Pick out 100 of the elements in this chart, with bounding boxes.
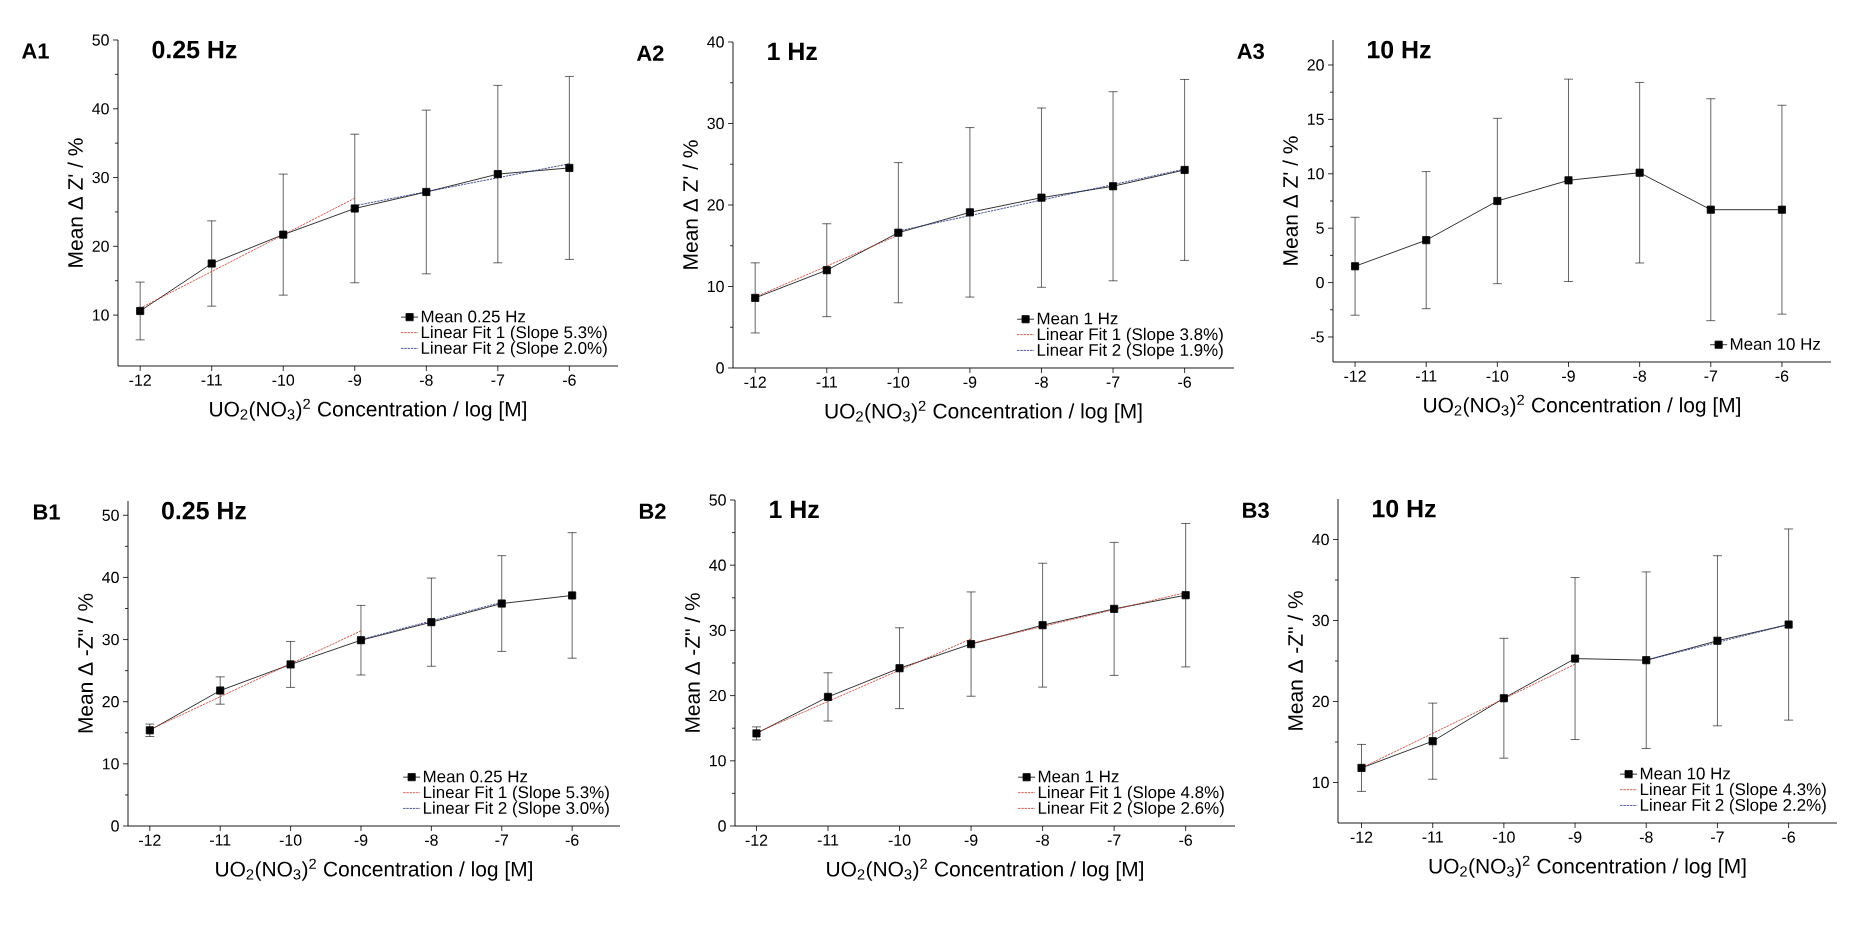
- text: A1: [22, 43, 49, 59]
- y-tick-label: 20: [1307, 59, 1324, 71]
- text: B2: [639, 503, 666, 519]
- point: [751, 293, 760, 302]
- y-axis-title: Mean Δ -Z" / %: [1287, 591, 1303, 730]
- point: [1564, 176, 1573, 185]
- y-tick-label: -5: [1311, 331, 1324, 343]
- y-tick-label: 50: [92, 34, 109, 46]
- y-tick-label: 20: [92, 240, 109, 252]
- y-tick-label: 40: [102, 571, 119, 584]
- x-tick-label: -7: [495, 834, 509, 846]
- point: [895, 664, 904, 673]
- y-axis-title: Mean Δ Z' / %: [682, 140, 698, 269]
- point: [356, 636, 365, 645]
- legend-label: Mean 1 Hz: [1037, 312, 1118, 325]
- y-tick-label: 30: [102, 633, 119, 646]
- x-tick-label: -9: [1568, 831, 1582, 843]
- x-tick-label: -8: [1035, 376, 1048, 388]
- legend-label: Mean 10 Hz: [1640, 767, 1730, 780]
- point: [1422, 236, 1431, 245]
- point: [1571, 654, 1580, 663]
- x-tick-label: -11: [209, 834, 231, 846]
- chart-title: 1 Hz: [768, 42, 817, 60]
- point: [1428, 737, 1437, 746]
- x-axis-title: UO$_{2}$(NO$_{3}$)$^{2}$ Concentration / log [M]: [1429, 855, 1746, 878]
- x-axis-title: UO$_{2}$(NO$_{3}$)$^{2}$ Concentration / log [M]: [825, 400, 1142, 423]
- legend-label: Mean 1 Hz: [1038, 770, 1119, 783]
- x-tick-label: -12: [129, 374, 151, 386]
- chart-title: 0.25 Hz: [162, 501, 246, 520]
- y-axis-title: Mean Δ -Z" / %: [684, 593, 700, 732]
- text: B3: [1243, 502, 1269, 519]
- y-tick-label: 15: [1307, 113, 1324, 125]
- legend-label: Linear Fit 1 (Slope 3.8%): [1037, 327, 1223, 344]
- y-tick-label: 50: [102, 509, 119, 521]
- y-tick-label: 30: [1312, 614, 1329, 627]
- point: [497, 599, 506, 608]
- legend-label: Mean 10 Hz: [1730, 338, 1820, 351]
- y-tick-label: 10: [707, 280, 724, 293]
- point: [568, 591, 577, 600]
- x-tick-label: -10: [888, 834, 911, 846]
- point: [894, 228, 903, 237]
- y-tick-label: 20: [102, 696, 119, 708]
- y-tick-label: 10: [709, 755, 726, 767]
- x-tick-label: -10: [279, 834, 302, 846]
- point: [1706, 205, 1715, 214]
- point: [1642, 656, 1651, 665]
- legend-label: Mean 0.25 Hz: [421, 310, 526, 323]
- point: [1110, 604, 1119, 613]
- legend-label: Linear Fit 1 (Slope 4.3%): [1640, 782, 1826, 799]
- x-tick-label: -11: [201, 374, 222, 386]
- point: [422, 187, 431, 196]
- point: [216, 686, 225, 695]
- y-tick-label: 5: [1316, 222, 1324, 234]
- y-tick-label: 20: [709, 689, 726, 702]
- y-tick-label: 10: [92, 309, 109, 321]
- x-tick-label: -7: [1711, 831, 1724, 843]
- y-tick-label: 40: [707, 36, 724, 48]
- point: [967, 640, 976, 649]
- x-tick-label: -6: [562, 374, 576, 386]
- point: [1180, 165, 1189, 174]
- y-tick-label: 30: [709, 624, 726, 637]
- x-tick-label: -10: [1486, 370, 1509, 382]
- y-axis-title: Mean Δ -Z" / %: [77, 593, 93, 733]
- x-tick-label: -11: [816, 376, 837, 388]
- point: [565, 163, 574, 172]
- y-tick-label: 10: [1312, 776, 1329, 789]
- text: A3: [1237, 43, 1264, 60]
- x-axis-title: UO$_{2}$(NO$_{3}$)$^{2}$ Concentration / log [M]: [210, 398, 526, 421]
- point: [207, 259, 216, 268]
- legend-label: Linear Fit 1 (Slope 5.3%): [421, 325, 607, 342]
- y-tick-label: 20: [707, 199, 724, 211]
- y-axis-title: Mean Δ Z' / %: [67, 138, 83, 267]
- point: [1357, 763, 1366, 772]
- point: [965, 208, 974, 217]
- legend-label: Linear Fit 2 (Slope 2.0%): [421, 341, 607, 358]
- x-tick-label: -12: [1350, 831, 1373, 843]
- x-tick-label: -7: [1106, 376, 1120, 388]
- legend-label: Linear Fit 2 (Slope 2.2%): [1640, 798, 1826, 815]
- x-tick-label: -8: [1639, 831, 1653, 843]
- y-tick-label: 0: [718, 820, 726, 832]
- x-tick-label: -9: [354, 834, 368, 846]
- x-tick-label: -8: [419, 374, 433, 386]
- point: [286, 660, 295, 669]
- point: [1181, 591, 1190, 600]
- x-tick-label: -6: [1178, 376, 1191, 388]
- chart-title: 0.25 Hz: [152, 40, 237, 59]
- point: [136, 306, 145, 315]
- legend-label: Linear Fit 2 (Slope 3.0%): [423, 801, 609, 818]
- y-tick-label: 40: [709, 559, 726, 571]
- x-tick-label: -11: [817, 834, 839, 846]
- x-tick-label: -8: [1633, 370, 1647, 382]
- point: [824, 692, 832, 701]
- y-axis-title: Mean Δ Z' / %: [1282, 136, 1298, 265]
- point: [1351, 262, 1360, 271]
- x-tick-label: -10: [887, 376, 910, 388]
- x-tick-label: -8: [424, 834, 438, 846]
- x-tick-label: -12: [745, 834, 768, 846]
- x-tick-label: -11: [1422, 831, 1443, 843]
- x-tick-label: -6: [1782, 831, 1795, 843]
- legend-label: Linear Fit 2 (Slope 2.6%): [1038, 801, 1224, 818]
